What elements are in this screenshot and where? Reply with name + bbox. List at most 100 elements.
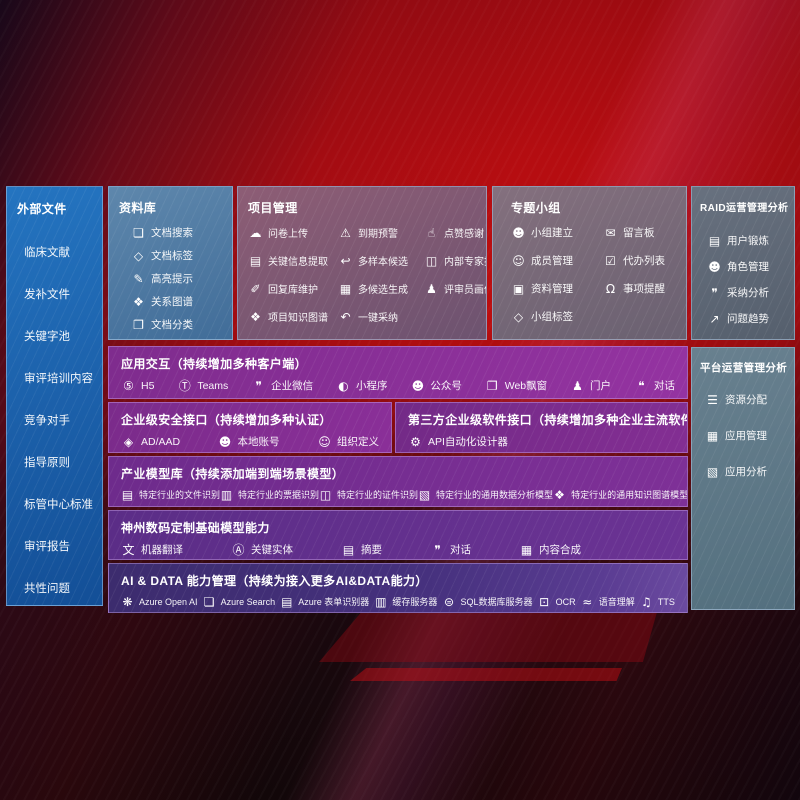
feature-label: Web飘窗	[504, 380, 548, 392]
feature-item: ▤ 用户锻炼	[707, 233, 789, 248]
feature-label: 小组标签	[531, 311, 573, 323]
feature-label: 评审员画像	[444, 285, 486, 296]
feature-item: ▤ 特定行业的文件识别	[121, 488, 220, 501]
feature-item: ▤ 摘要	[341, 542, 382, 557]
feature-label: 内容合成	[539, 544, 581, 556]
official-account-icon: ☻	[411, 378, 425, 393]
ad-aad-icon: ◈	[123, 434, 134, 449]
feature-item: ❞ 对话	[430, 542, 471, 557]
member-manage-icon: ☺	[512, 253, 525, 268]
raid-operations-panel: RAID运营管理分析 ▤ 用户锻炼 ☻ 角色管理 ❞ 采纳分析 ↗ 问题趋势	[691, 186, 795, 340]
speech-understanding-icon: ≈	[582, 594, 593, 609]
one-click-adopt-icon: ↶	[340, 309, 351, 324]
ai-data-capability-list: ❋ Azure Open AI ❏ Azure Search ▤ Azure 表…	[121, 595, 675, 608]
feature-item: ♫ TTS	[640, 596, 675, 608]
platform-operations-title: 平台运营管理分析	[700, 362, 788, 374]
feature-label: 多候选生成	[358, 285, 408, 296]
feature-label: 内部专家排名	[444, 257, 486, 268]
multi-sample-candidate-icon: ↩	[340, 253, 351, 268]
feature-label: 问卷上传	[268, 229, 308, 240]
wechat-work-icon: ❞	[255, 378, 262, 393]
platform-operations-list: ☰ 资源分配 ▦ 应用管理 ▧ 应用分析	[700, 384, 789, 479]
sidebar-item-label: 审评报告	[24, 541, 70, 553]
key-entity-icon: Ⓐ	[232, 542, 245, 557]
org-definition-icon: ☺	[318, 434, 331, 449]
industry-model-list: ▤ 特定行业的文件识别 ▥ 特定行业的票据识别 ◫ 特定行业的证件识别 ▧ 特定…	[121, 487, 687, 502]
feature-label: 特定行业的通用知识图谱模型	[571, 490, 688, 500]
feature-item: ▥ 缓存服务器	[374, 595, 437, 608]
monitor-silhouette-top	[319, 612, 657, 662]
azure-form-recognizer-icon: ▤	[281, 594, 293, 609]
dialogue-icon: ❝	[638, 378, 645, 393]
highlight-pen-icon: ✎	[133, 271, 144, 286]
feature-item: ⊜ SQL数据库服务器	[443, 595, 533, 608]
feature-item: ☁ 问卷上传	[248, 225, 336, 241]
feature-item: ☻ 角色管理	[707, 259, 789, 274]
feature-label: 关键信息提取	[268, 257, 328, 268]
ai-data-capability-title: AI & DATA 能力管理（持续为接入更多AI&DATA能力）	[121, 574, 428, 588]
group-create-icon: ☻	[512, 225, 525, 240]
feature-label: 事项提醒	[623, 283, 665, 295]
project-management-panel: 项目管理 ☁ 问卷上传 ⚠ 到期预警 ☝ 点赞感谢 ▤ 关键信息提取 ↩ 多样本…	[237, 186, 487, 340]
app-interaction-row: 应用交互（持续增加多种客户端） ⑤ H5 Ⓣ Teams ❞ 企业微信 ◐ 小程…	[108, 346, 688, 399]
doc-tag-icon: ◇	[133, 248, 144, 263]
sidebar-item: 标管中心标准	[17, 483, 93, 525]
sidebar-item: 审评培训内容	[17, 357, 93, 399]
thumbs-up-icon: ☝	[427, 225, 436, 240]
feature-label: 高亮提示	[151, 273, 193, 285]
feature-item: ❐ Web飘窗	[485, 378, 547, 393]
feature-item: ❖ 项目知识图谱	[248, 309, 336, 325]
feature-item: ✐ 回复库维护	[248, 281, 336, 297]
feature-label: 特定行业的文件识别	[139, 490, 221, 500]
topic-groups-panel: 专题小组 ☻ 小组建立 ✉ 留言板 ☺ 成员管理 ☑ 代办列表 ▣ 资料管理 Ω…	[492, 186, 687, 340]
feature-item: ▥ 特定行业的票据识别	[220, 488, 319, 501]
library-panel: 资料库 ❏ 文档搜索 ◇ 文档标签 ✎ 高亮提示 ❖ 关系图谱 ❐ 文档分类	[108, 186, 233, 340]
feature-item: ▦ 内容合成	[519, 542, 581, 557]
feature-label: 文档分类	[151, 319, 193, 331]
message-board-icon: ✉	[605, 225, 616, 240]
monitor-silhouette-bar	[350, 668, 622, 681]
feature-item: ◈ AD/AAD	[121, 436, 180, 448]
industry-file-recognition-icon: ▤	[121, 487, 134, 502]
portal-icon: ♟	[572, 378, 583, 393]
feature-item: ↗ 问题趋势	[707, 311, 789, 326]
feature-item: ❞ 企业微信	[251, 378, 313, 393]
feature-item: ☺ 成员管理	[511, 253, 603, 268]
reviewer-profile-icon: ♟	[426, 281, 437, 296]
feature-label: 机器翻译	[141, 544, 183, 556]
feature-item: ♟ 评审员画像	[424, 281, 486, 297]
feature-item: ❞ 采纳分析	[707, 285, 789, 300]
feature-label: OCR	[555, 596, 576, 607]
project-knowledge-graph-icon: ❖	[250, 309, 261, 324]
feature-item: ☑ 代办列表	[603, 253, 676, 268]
library-list: ❏ 文档搜索 ◇ 文档标签 ✎ 高亮提示 ❖ 关系图谱 ❐ 文档分类	[119, 225, 222, 332]
feature-item: ☻ 公众号	[410, 378, 462, 393]
feature-item: ❏ Azure Search	[203, 596, 275, 608]
sidebar-item-label: 关键字池	[24, 331, 70, 343]
feature-item: ☺ 组织定义	[317, 434, 379, 449]
feature-label: 摘要	[361, 544, 382, 556]
platform-operations-panel: 平台运营管理分析 ☰ 资源分配 ▦ 应用管理 ▧ 应用分析	[691, 347, 795, 610]
feature-label: 问题趋势	[727, 313, 769, 325]
industry-data-analysis-model-icon: ▧	[418, 487, 431, 502]
relation-graph-icon: ❖	[133, 294, 144, 309]
feature-item: ☻ 本地账号	[218, 434, 280, 449]
feature-label: 对话	[450, 544, 471, 556]
base-model-capability-row: 神州数码定制基础模型能力 文 机器翻译 Ⓐ 关键实体 ▤ 摘要 ❞ 对话 ▦ 内…	[108, 510, 688, 560]
feature-label: Teams	[197, 379, 229, 392]
group-tag-icon: ◇	[513, 309, 524, 324]
feature-label: 特定行业的通用数据分析模型	[436, 490, 554, 500]
feature-label: Azure 表单识别器	[298, 597, 370, 607]
user-training-icon: ▤	[708, 233, 721, 248]
content-synthesis-icon: ▦	[520, 542, 533, 557]
feature-item: ≈ 语音理解	[581, 595, 635, 608]
sidebar-item: 竞争对手	[17, 399, 92, 441]
miniprogram-icon: ◐	[338, 378, 349, 393]
feature-item: ❝ 对话	[634, 378, 675, 393]
feature-item: ⊡ OCR	[538, 596, 576, 608]
ocr-icon: ⊡	[539, 594, 550, 609]
feature-label: 小组建立	[531, 227, 573, 239]
doc-search-icon: ❏	[133, 225, 144, 240]
